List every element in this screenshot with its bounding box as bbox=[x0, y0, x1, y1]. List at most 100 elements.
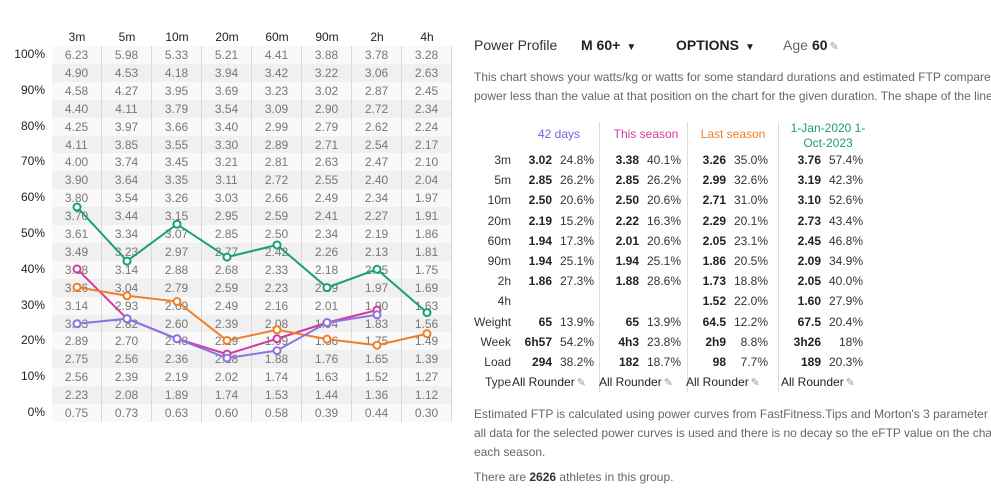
series-point[interactable] bbox=[422, 308, 432, 318]
series-point[interactable] bbox=[172, 297, 182, 307]
grid-cell: 2.49 bbox=[302, 189, 352, 208]
column-header-line: 1-Jan-2020 1- bbox=[790, 121, 866, 135]
grid-row bbox=[52, 99, 452, 118]
stat-percentile: 32.6% bbox=[733, 173, 768, 188]
grid-cell: 3.94 bbox=[202, 63, 252, 82]
series-point[interactable] bbox=[72, 319, 82, 329]
type-edit[interactable]: All Rounder ✎ bbox=[512, 375, 586, 389]
grid-cell: 2.34 bbox=[352, 189, 402, 208]
grid-row bbox=[52, 153, 452, 172]
stat-value: 2.85 bbox=[615, 173, 639, 188]
stat-value: 1.73 bbox=[702, 274, 726, 289]
series-point[interactable] bbox=[222, 252, 232, 262]
percentile-label: 100% bbox=[14, 47, 45, 61]
grid-cell: 4.11 bbox=[52, 135, 102, 154]
duration-header: 60m bbox=[265, 30, 289, 44]
grid-cell: 3.54 bbox=[202, 99, 252, 118]
series-point[interactable] bbox=[322, 334, 332, 344]
grid-cell: 1.97 bbox=[352, 278, 402, 297]
stat-value: 3h26 bbox=[793, 334, 821, 349]
series-point[interactable] bbox=[72, 202, 82, 212]
grid-cell: 2.04 bbox=[402, 171, 452, 190]
series-point[interactable] bbox=[272, 346, 282, 356]
grid-cell: 0.63 bbox=[152, 404, 202, 422]
duration-header: 3m bbox=[68, 30, 86, 44]
grid-row bbox=[52, 296, 452, 315]
series-point[interactable] bbox=[372, 340, 382, 350]
stat-value: 2.01 bbox=[615, 233, 639, 248]
grid-cell: 3.11 bbox=[202, 171, 252, 190]
grid-cell: 3.34 bbox=[102, 225, 152, 243]
series-point[interactable] bbox=[122, 291, 132, 301]
series-point[interactable] bbox=[372, 264, 382, 274]
grid-cell: 1.27 bbox=[402, 368, 452, 387]
grid-cell: 3.49 bbox=[52, 242, 102, 261]
series-point[interactable] bbox=[272, 325, 282, 335]
grid-cell: 2.56 bbox=[52, 368, 102, 387]
grid-cell: 4.41 bbox=[252, 46, 302, 64]
stat-percentile: 13.9% bbox=[646, 314, 681, 329]
series-point[interactable] bbox=[222, 353, 232, 363]
grid-cell: 3.45 bbox=[152, 153, 202, 172]
duration-header: 10m bbox=[165, 30, 189, 44]
stat-percentile: 13.9% bbox=[559, 314, 594, 329]
series-point[interactable] bbox=[122, 314, 132, 324]
series-point[interactable] bbox=[72, 282, 82, 292]
series-point[interactable] bbox=[72, 264, 82, 274]
stat-percentile: 25.1% bbox=[646, 254, 681, 268]
series-point[interactable] bbox=[272, 334, 282, 344]
series-point[interactable] bbox=[172, 334, 182, 344]
grid-cell: 1.56 bbox=[402, 314, 452, 333]
type-edit[interactable]: All Rounder ✎ bbox=[781, 375, 855, 389]
grid-cell: 2.70 bbox=[102, 332, 152, 351]
grid-row bbox=[52, 46, 452, 64]
grid-cell: 2.85 bbox=[202, 225, 252, 243]
grid-cell: 1.63 bbox=[402, 296, 452, 315]
series-point[interactable] bbox=[322, 283, 332, 293]
grid-cell: 2.87 bbox=[352, 81, 402, 100]
group-dropdown[interactable]: M 60+ ▼ bbox=[581, 37, 636, 53]
grid-cell: 1.36 bbox=[352, 386, 402, 405]
series-point[interactable] bbox=[322, 318, 332, 328]
stat-value: 1.94 bbox=[615, 254, 639, 268]
series-point[interactable] bbox=[272, 240, 282, 250]
grid-cell: 2.62 bbox=[352, 117, 402, 136]
stat-value: 2.73 bbox=[797, 213, 821, 228]
stat-percentile: 18.7% bbox=[646, 355, 681, 369]
series-point[interactable] bbox=[422, 329, 432, 339]
grid-cell: 2.17 bbox=[402, 135, 452, 154]
grid-cell: 3.90 bbox=[52, 171, 102, 190]
grid-row bbox=[52, 404, 452, 422]
type-edit[interactable]: All Rounder ✎ bbox=[599, 375, 673, 389]
grid-row bbox=[52, 81, 452, 100]
options-dropdown[interactable]: OPTIONS ▼ bbox=[676, 37, 755, 53]
row-label: Load bbox=[484, 355, 511, 369]
type-edit[interactable]: All Rounder ✎ bbox=[686, 375, 760, 389]
grid-cell: 0.30 bbox=[402, 404, 452, 422]
series-line bbox=[76, 286, 428, 347]
series-point[interactable] bbox=[172, 219, 182, 229]
row-label: 3m bbox=[494, 153, 511, 167]
grid-cell: 1.12 bbox=[402, 386, 452, 405]
stat-value: 189 bbox=[800, 355, 821, 369]
stat-value: 2.09 bbox=[797, 254, 821, 268]
stat-percentile: 20.1% bbox=[733, 213, 768, 228]
grid-cell: 1.74 bbox=[252, 368, 302, 387]
grid-cell: 2.45 bbox=[402, 81, 452, 100]
stat-percentile: 26.2% bbox=[646, 173, 681, 188]
series-point[interactable] bbox=[372, 310, 382, 320]
age-edit[interactable]: 60 ✎ bbox=[812, 37, 839, 53]
grid-cell: 2.71 bbox=[302, 135, 352, 154]
grid-cell: 1.39 bbox=[402, 350, 452, 369]
stat-percentile: 38.2% bbox=[559, 355, 594, 369]
pencil-icon: ✎ bbox=[750, 377, 760, 390]
percentile-label: 60% bbox=[20, 190, 45, 205]
grid-cell: 3.66 bbox=[152, 117, 202, 136]
series-point[interactable] bbox=[222, 336, 232, 346]
grid-cell: 3.78 bbox=[352, 46, 402, 64]
grid-cell: 2.13 bbox=[352, 242, 402, 261]
athlete-count-suffix: athletes in this group. bbox=[559, 470, 674, 484]
series-point[interactable] bbox=[122, 256, 132, 266]
grid-cell: 2.08 bbox=[102, 386, 152, 405]
stat-value: 3.10 bbox=[797, 193, 821, 208]
